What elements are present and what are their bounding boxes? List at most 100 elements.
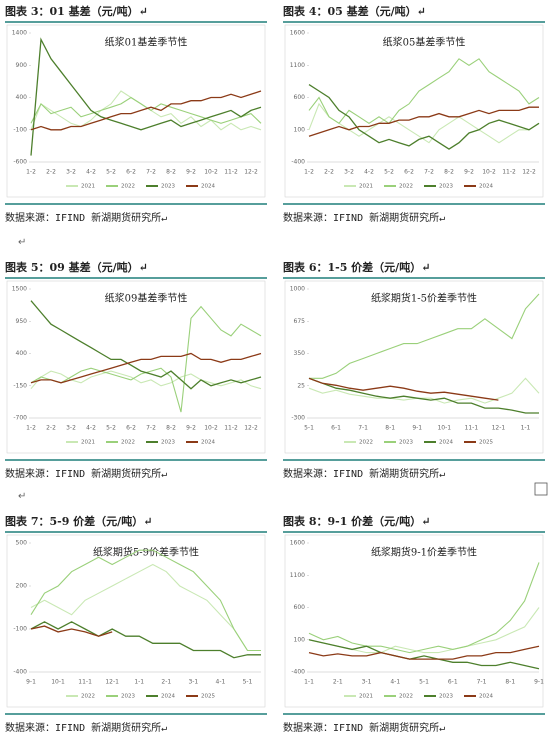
y-tick-label: 25	[297, 382, 305, 389]
x-tick-label: 11-1	[465, 425, 479, 432]
series-line	[30, 549, 261, 652]
x-tick-label: 12-2	[244, 169, 258, 176]
series-line	[308, 645, 540, 660]
y-tick-label: 100	[294, 636, 306, 643]
y-tick-label: 350	[294, 350, 306, 357]
x-tick-label: 9-2	[464, 169, 474, 176]
x-tick-label: 12-2	[244, 425, 258, 432]
chart-title: 纸浆09基差季节性	[105, 292, 188, 305]
x-tick-label: 2-2	[324, 169, 334, 176]
y-tick-label: 675	[294, 318, 306, 325]
chart-frame	[284, 534, 544, 708]
series-line	[308, 58, 540, 125]
series-line	[30, 90, 262, 131]
source-note: 数据来源：IFIND 新湖期货研究所↵	[5, 467, 167, 480]
figure-caption: 图表 8：9-1 价差（元/吨）↵	[283, 514, 430, 528]
x-tick-label: 9-1	[26, 679, 36, 686]
x-tick-label: 9-1	[534, 679, 544, 686]
legend-label: 2022	[359, 440, 373, 446]
y-tick-label: 1000	[290, 286, 305, 293]
y-tick-label: -300	[291, 415, 305, 422]
source-note: 数据来源：IFIND 新湖期货研究所↵	[283, 467, 445, 480]
chart-title: 纸浆期货9-1价差季节性	[371, 546, 477, 559]
legend-label: 2022	[399, 694, 413, 700]
series-line	[30, 37, 262, 156]
x-tick-label: 8-2	[444, 169, 454, 176]
y-tick-label: 1100	[290, 62, 305, 69]
x-tick-label: 2-2	[46, 169, 56, 176]
series-line	[30, 352, 262, 384]
y-tick-label: 400	[16, 94, 28, 101]
x-tick-label: 8-2	[166, 169, 176, 176]
y-tick-label: -600	[13, 159, 27, 166]
series-line	[30, 300, 262, 390]
x-tick-label: 5-2	[106, 169, 116, 176]
series-line	[308, 377, 499, 401]
chart-frame	[6, 534, 266, 708]
x-tick-label: 11-2	[502, 169, 516, 176]
chart-frame	[284, 280, 544, 454]
y-tick-label: 1100	[290, 572, 305, 579]
x-tick-label: 7-1	[477, 679, 487, 686]
series-line	[308, 106, 539, 137]
x-tick-label: 10-2	[482, 169, 496, 176]
x-tick-label: 8-2	[166, 425, 176, 432]
y-tick-label: 1600	[290, 540, 305, 547]
x-tick-label: 8-1	[385, 425, 395, 432]
x-tick-label: 6-2	[126, 425, 136, 432]
y-tick-label: 950	[16, 318, 28, 325]
legend-label: 2024	[479, 184, 493, 190]
x-tick-label: 7-1	[358, 425, 368, 432]
x-tick-label: 10-1	[51, 679, 65, 686]
paragraph-mark: ↵	[18, 237, 26, 248]
x-tick-label: 6-1	[331, 425, 341, 432]
source-note: 数据来源：IFIND 新湖期货研究所↵	[283, 211, 445, 224]
y-tick-label: 600	[294, 94, 306, 101]
x-tick-label: 4-2	[86, 425, 96, 432]
series-line	[308, 639, 540, 670]
paragraph-mark: ↵	[18, 491, 26, 502]
series-line	[309, 293, 540, 379]
x-tick-label: 5-2	[106, 425, 116, 432]
x-tick-label: 12-1	[492, 425, 506, 432]
y-tick-label: 500	[16, 540, 28, 547]
legend-label: 2022	[399, 184, 413, 190]
chart-title: 纸浆01基差季节性	[105, 36, 188, 49]
x-tick-label: 3-1	[188, 679, 198, 686]
series-line	[30, 370, 262, 390]
legend-label: 2023	[161, 440, 175, 446]
x-tick-label: 4-2	[364, 169, 374, 176]
legend-label: 2023	[121, 694, 135, 700]
series-line	[308, 377, 540, 404]
y-tick-label: -700	[13, 415, 27, 422]
legend-label: 2021	[81, 184, 95, 190]
y-tick-label: 100	[294, 126, 306, 133]
x-tick-label: 4-1	[216, 679, 226, 686]
figure-caption: 图表 3：01 基差（元/吨）↵	[5, 4, 148, 18]
y-tick-label: 900	[16, 62, 28, 69]
x-tick-label: 5-1	[304, 425, 314, 432]
figure-caption: 图表 4：05 基差（元/吨）↵	[283, 4, 426, 18]
x-tick-label: 12-1	[105, 679, 119, 686]
chart-frame	[6, 24, 266, 198]
series-line	[30, 621, 261, 659]
series-line	[308, 607, 540, 654]
series-line	[30, 563, 261, 652]
x-tick-label: 4-2	[86, 169, 96, 176]
legend-label: 2023	[399, 440, 413, 446]
series-line	[30, 625, 113, 637]
legend-label: 2024	[161, 694, 175, 700]
y-tick-label: -100	[13, 126, 27, 133]
x-tick-label: 1-1	[521, 425, 531, 432]
x-tick-label: 3-2	[66, 425, 76, 432]
legend-label: 2022	[121, 184, 135, 190]
x-tick-label: 6-1	[448, 679, 458, 686]
legend-label: 2021	[81, 440, 95, 446]
legend-label: 2024	[201, 184, 215, 190]
x-tick-label: 9-2	[186, 169, 196, 176]
series-line	[30, 96, 262, 124]
legend-label: 2021	[359, 694, 373, 700]
source-note: 数据来源：IFIND 新湖期货研究所↵	[5, 211, 167, 224]
source-note: 数据来源：IFIND 新湖期货研究所↵	[283, 721, 445, 734]
